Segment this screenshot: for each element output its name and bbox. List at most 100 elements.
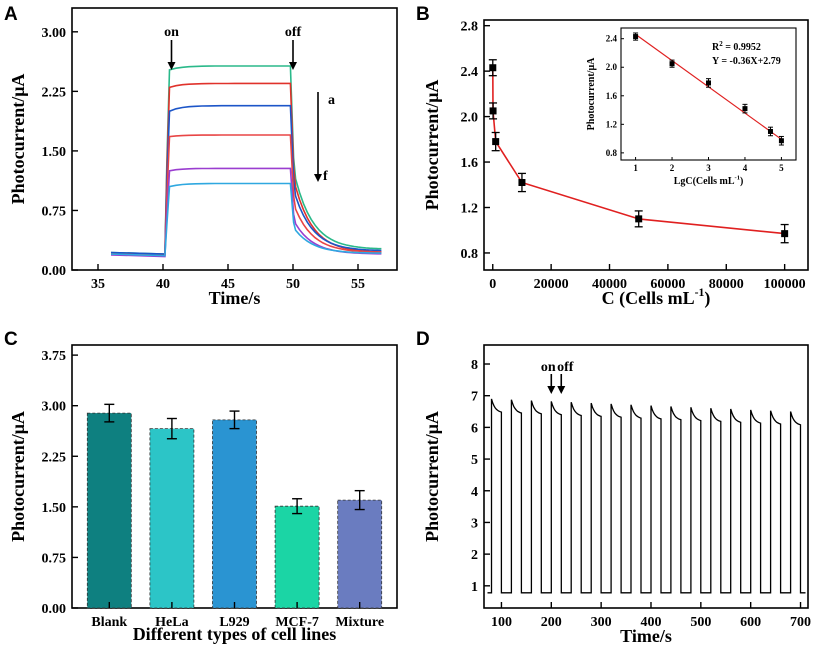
panel-b-y-tick-label: 0.8 xyxy=(461,247,479,262)
panel-b-y-tick-label: 2.8 xyxy=(461,20,479,35)
panel-c-category-label: HeLa xyxy=(155,615,188,630)
panel-c-category-label: Mixture xyxy=(335,615,384,630)
panel-a-on-label: on xyxy=(164,25,179,40)
panel-b-y-tick-label: 1.2 xyxy=(461,202,479,217)
panel-d-y-tick-label: 6 xyxy=(471,421,478,436)
panel-d-x-tick-label: 500 xyxy=(690,615,711,630)
panel-d-y-tick-label: 1 xyxy=(471,580,478,595)
panel-a-y-axis-label: Photocurrent/μA xyxy=(8,74,28,205)
inset-y-tick-label: 0.8 xyxy=(606,148,618,158)
inset-x-tick-label: 1 xyxy=(633,163,638,173)
panel-b-x-tick-label: 80000 xyxy=(709,277,744,292)
panel-c-x-axis-label: Different types of cell lines xyxy=(133,624,337,644)
panel-a-series-f-label: f xyxy=(323,169,328,184)
panel-b-x-axis-label: C (Cells mL-1) xyxy=(602,286,711,309)
panel-d-x-tick-label: 700 xyxy=(790,615,811,630)
inset-data-point xyxy=(633,34,639,40)
panel-b-frame xyxy=(483,19,809,271)
inset-equation-label: Y = -0.36X+2.79 xyxy=(712,56,781,67)
panel-c-category-label: L929 xyxy=(219,615,249,630)
panel-d-y-tick-label: 4 xyxy=(471,485,478,500)
panel-b-y-tick-label: 2.4 xyxy=(461,65,479,80)
panel-b-data-point xyxy=(492,138,500,146)
panel-c-bar xyxy=(86,412,132,609)
panel-c-y-tick-label: 0.00 xyxy=(42,602,67,617)
panel-b-x-tick-label: 40000 xyxy=(592,277,627,292)
panel-d-x-tick-label: 100 xyxy=(491,615,512,630)
panel-b-data-point xyxy=(635,215,643,223)
panel-a-series-c xyxy=(110,104,382,255)
panel-d-x-tick-label: 600 xyxy=(740,615,761,630)
panel-c-bar xyxy=(212,419,257,609)
panel-a-series-a xyxy=(110,65,382,255)
panel-c-y-tick-label: 1.50 xyxy=(42,501,67,516)
inset-data-point xyxy=(706,80,711,86)
panel-d-x-axis-label: Time/s xyxy=(620,626,672,646)
panel-b-y-axis-label: Photocurrent/μA xyxy=(422,80,442,211)
panel-b-data-point xyxy=(489,64,497,72)
inset-y-tick-label: 2.0 xyxy=(606,62,618,72)
panel-a-on-arrow-head xyxy=(167,62,176,70)
panel-d-x-tick-label: 200 xyxy=(541,615,562,630)
inset-y-tick-label: 1.6 xyxy=(606,91,618,101)
panel-d-frame xyxy=(483,344,809,609)
panel-a-x-axis-label: Time/s xyxy=(209,288,261,308)
panel-d-series-line xyxy=(487,398,806,594)
panel-d-off-arrow-head xyxy=(557,386,566,394)
panel-c-y-axis-label: Photocurrent/μA xyxy=(8,411,28,542)
panel-d-y-tick-label: 5 xyxy=(471,453,478,468)
panel-a-y-tick-label: 0.00 xyxy=(42,264,67,279)
panel-c-y-tick-label: 3.00 xyxy=(42,400,67,415)
inset-frame xyxy=(620,27,797,161)
inset-x-tick-label: 2 xyxy=(670,163,675,173)
panel-a-y-tick-label: 3.00 xyxy=(42,26,67,41)
panel-c-category-label: Blank xyxy=(91,615,127,630)
panel-d-x-tick-label: 400 xyxy=(640,615,661,630)
panel-b-y-tick-label: 1.6 xyxy=(461,156,479,171)
panel-d-y-tick-label: 2 xyxy=(471,548,478,563)
panel-a-x-tick-label: 40 xyxy=(156,277,170,292)
panel-b-data-point xyxy=(489,107,497,115)
inset-x-tick-label: 3 xyxy=(706,163,711,173)
panel-a-x-tick-label: 45 xyxy=(221,277,235,292)
inset-y-tick-label: 2.4 xyxy=(606,34,618,44)
panel-a-series-f xyxy=(110,182,382,257)
inset-x-tick-label: 5 xyxy=(779,163,784,173)
panel-a-off-arrow-head xyxy=(289,62,297,70)
panel-b-data-point xyxy=(518,179,526,186)
panel-label-a: A xyxy=(4,4,18,25)
panel-d-y-tick-label: 8 xyxy=(471,358,478,373)
inset-r2-label: R2 = 0.9952 xyxy=(712,40,761,53)
panel-label-c: C xyxy=(4,329,18,350)
panel-a-x-tick-label: 55 xyxy=(351,277,365,292)
panel-b-x-tick-label: 100000 xyxy=(764,277,806,292)
panel-b-data-point xyxy=(781,230,789,238)
inset-y-tick-label: 1.2 xyxy=(606,119,618,129)
panel-a-series-arrow-head xyxy=(314,174,322,182)
inset-data-point xyxy=(669,61,675,67)
inset-data-point xyxy=(742,106,748,112)
inset-y-axis-label: Photocurrent/μA xyxy=(586,57,597,130)
panel-d-y-axis-label: Photocurrent/μA xyxy=(422,411,442,542)
inset-x-axis-label: LgC(Cells mL-1) xyxy=(674,175,744,188)
panel-d-y-tick-label: 3 xyxy=(471,516,478,531)
panel-c-bar xyxy=(274,505,320,609)
panel-a-off-label: off xyxy=(285,25,302,40)
panel-d-on-label: on xyxy=(541,360,556,375)
panel-d-y-tick-label: 7 xyxy=(471,390,478,405)
inset-x-tick-label: 4 xyxy=(743,163,748,173)
inset-data-point xyxy=(778,138,784,144)
panel-b-x-tick-label: 0 xyxy=(489,277,496,292)
panel-a-y-tick-label: 0.75 xyxy=(42,204,67,219)
panel-c-y-tick-label: 2.25 xyxy=(42,450,67,465)
panel-c-y-tick-label: 3.75 xyxy=(42,349,67,364)
panel-c-category-label: MCF-7 xyxy=(275,615,319,630)
panel-a-series-d xyxy=(110,134,382,257)
panel-a-series-a-label: a xyxy=(328,93,335,108)
panel-label-d: D xyxy=(416,329,430,350)
panel-a-y-tick-label: 1.50 xyxy=(42,145,67,160)
panel-b-y-tick-label: 2.0 xyxy=(461,111,479,126)
panel-a-x-tick-label: 50 xyxy=(286,277,300,292)
